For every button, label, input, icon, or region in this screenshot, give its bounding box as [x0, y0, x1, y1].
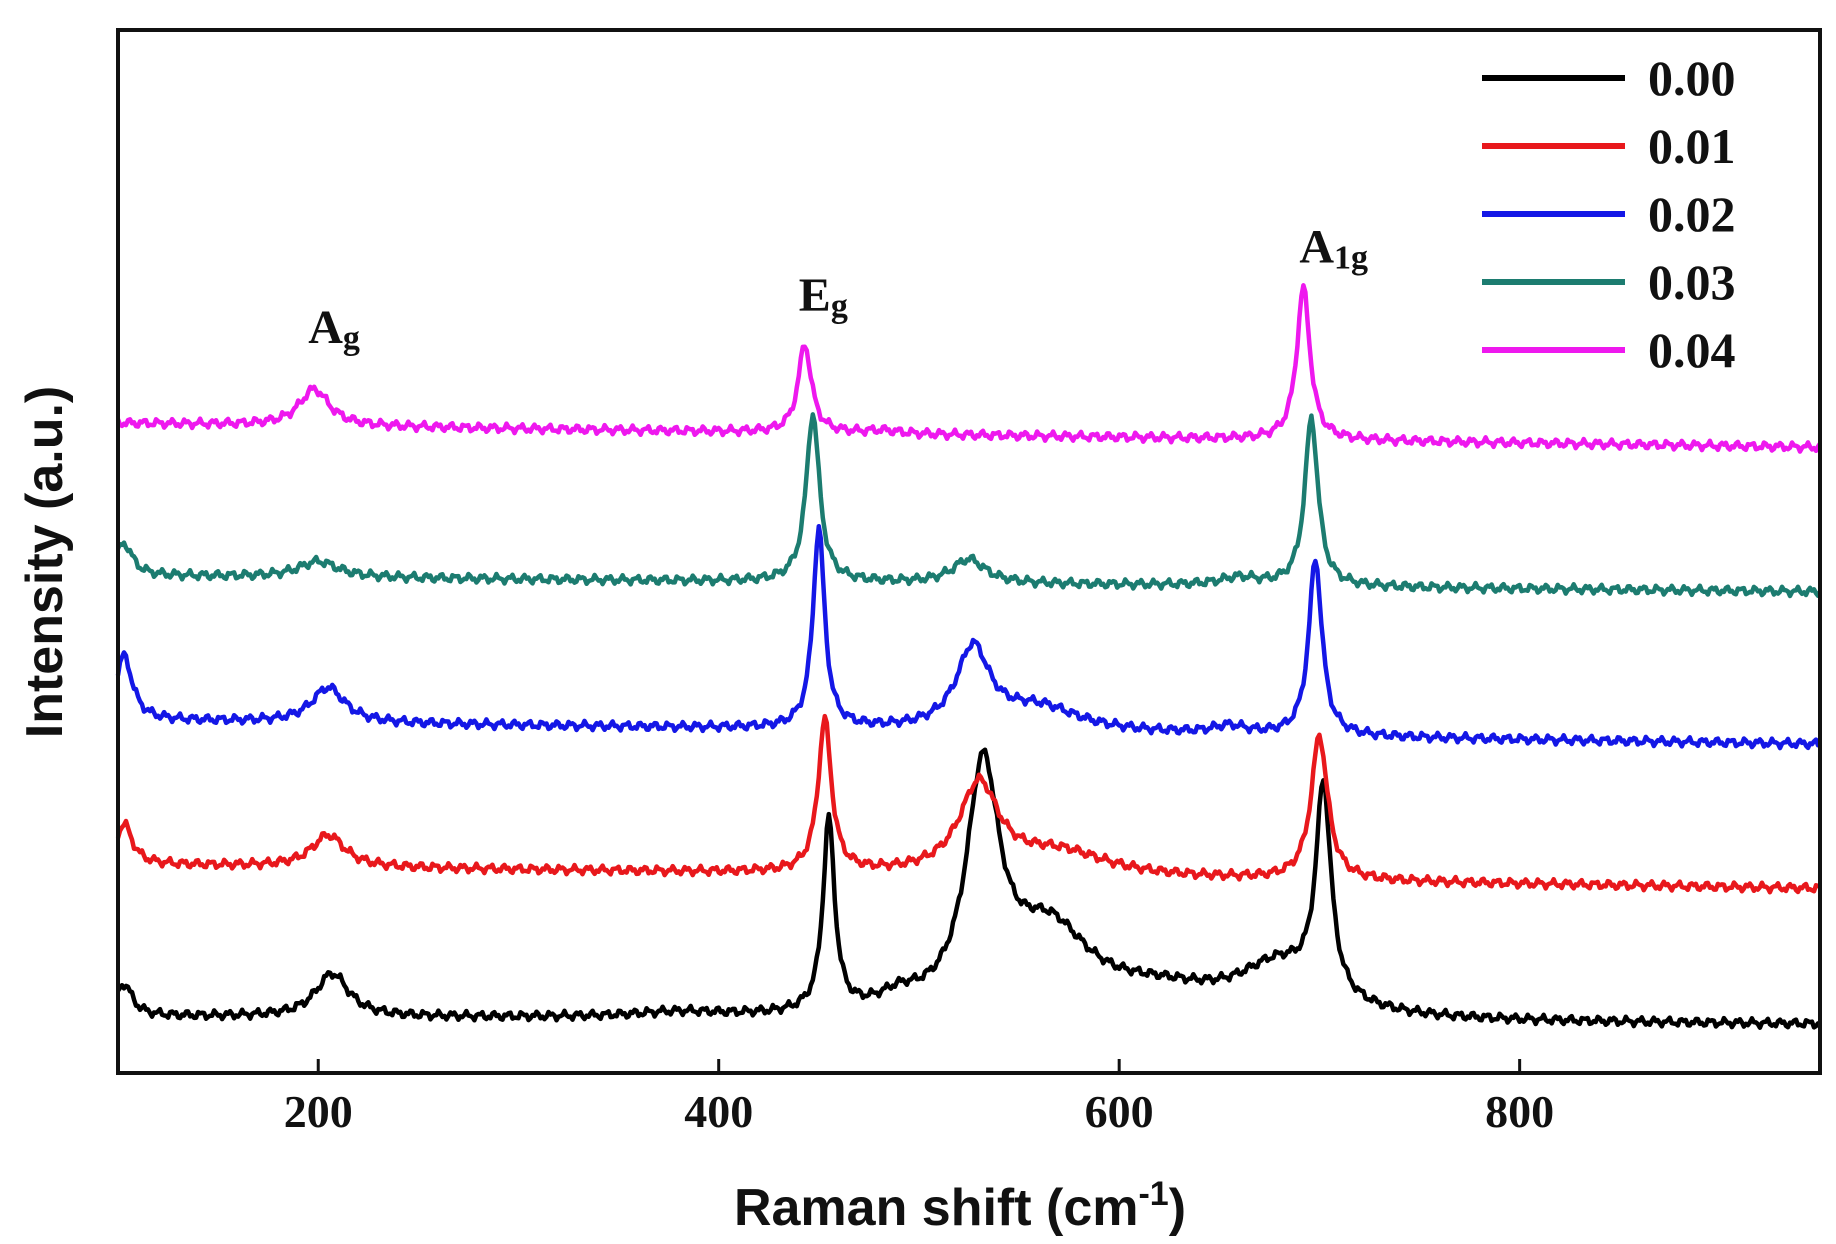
series-line-0-03 [115, 412, 1823, 599]
peak-label-A1g: A1g [1299, 221, 1368, 277]
plot-frame [116, 28, 1822, 1075]
x-tick-label-400: 400 [684, 1086, 753, 1137]
peak-label-Eg: Eg [799, 269, 848, 325]
x-tick-label-200: 200 [284, 1086, 353, 1137]
series-line-0-01 [115, 713, 1821, 895]
peak-annotations: Ag Eg A1g [308, 221, 1368, 357]
series-layer [115, 283, 1823, 1030]
x-axis-label-superscript: -1 [1138, 1175, 1168, 1213]
peak-label-Ag: Ag [308, 301, 360, 357]
x-axis-label-close: ) [1169, 1179, 1186, 1237]
series-line-0-02 [115, 523, 1821, 751]
series-line-0-00 [116, 747, 1821, 1030]
y-axis-label: Intensity (a.u.) [16, 386, 74, 738]
legend-label-0-03: 0.03 [1648, 254, 1736, 310]
legend-label-0-02: 0.02 [1648, 186, 1736, 242]
x-tick-label-600: 600 [1085, 1086, 1154, 1137]
series-line-0-04 [115, 283, 1822, 454]
x-axis-label: Raman shift (cm-1) [734, 1175, 1186, 1237]
x-axis-label-main: Raman shift (cm [734, 1179, 1139, 1237]
x-tick-label-800: 800 [1485, 1086, 1554, 1137]
x-axis-ticks: 200 400 600 800 [284, 1059, 1554, 1137]
legend-label-0-00: 0.00 [1648, 50, 1736, 106]
legend-label-0-01: 0.01 [1648, 118, 1736, 174]
legend: 0.00 0.01 0.02 0.03 0.04 [1482, 50, 1736, 378]
legend-label-0-04: 0.04 [1648, 322, 1736, 378]
